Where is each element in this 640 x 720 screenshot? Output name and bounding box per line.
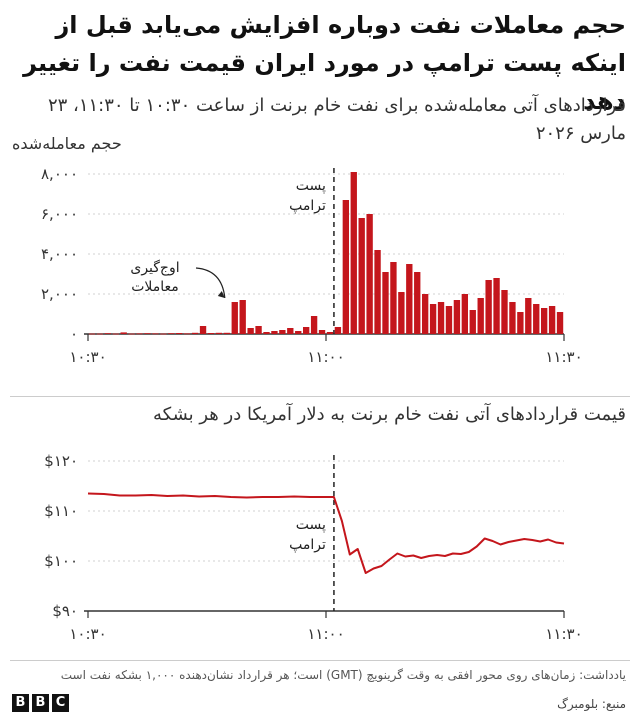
chart1-y-axis-label: حجم معامله‌شده (12, 134, 122, 153)
footer-divider (10, 660, 630, 661)
volume-bar (263, 332, 270, 334)
volume-bar (168, 333, 175, 334)
volume-bar (517, 312, 524, 334)
volume-bar (453, 300, 461, 334)
volume-bar (509, 302, 516, 334)
volume-bar (366, 214, 373, 334)
volume-bar (215, 332, 223, 334)
bbc-logo-letter: B (32, 694, 49, 712)
volume-bar (414, 272, 421, 334)
volume-bar (358, 218, 365, 334)
volume-bar (247, 328, 254, 334)
chart1-event-label: ترامپ (289, 198, 326, 214)
volume-bar (501, 290, 508, 334)
bbc-logo-letter: C (52, 694, 69, 712)
footer-source: منبع: بلومبرگ (557, 697, 626, 711)
chart2-x-tick-label: ۱۱:۰۰ (307, 625, 344, 643)
chart1-y-tick-label: ۲,۰۰۰ (41, 285, 78, 303)
chart1-y-tick-label: ۴,۰۰۰ (41, 245, 78, 263)
volume-bar (271, 331, 278, 334)
volume-bar (239, 300, 246, 334)
volume-bar (445, 306, 453, 334)
chart1-annotation-arrowhead (217, 291, 225, 298)
chart1-x-tick-label: ۱۰:۳۰ (69, 348, 106, 366)
chart2-x-tick-label: ۱۱:۳۰ (545, 625, 582, 643)
chart2-y-tick-label: $۹۰ (52, 602, 78, 620)
volume-bar (548, 306, 556, 334)
chart1-y-tick-label: ۸,۰۰۰ (41, 165, 78, 183)
volume-bar (144, 333, 151, 334)
volume-bar (477, 298, 484, 334)
volume-bar (350, 172, 357, 334)
volume-bar (88, 333, 96, 335)
volume-bar (398, 292, 405, 334)
volume-bar (374, 250, 381, 334)
volume-bar (326, 332, 334, 334)
subtitle: قراردادهای آتی معامله‌شده برای نفت خام ب… (47, 95, 626, 144)
price-line-chart: $۹۰ $۱۰۰ $۱۱۰ $۱۲۰ ۱۰:۳۰ ۱۱:۰۰ ۱۱:۳۰ پست ترامپ (44, 452, 582, 643)
volume-bar (279, 330, 286, 334)
volume-bar (461, 294, 469, 334)
volume-bar (120, 332, 127, 334)
chart1-x-tick-label: ۱۱:۳۰ (545, 348, 582, 366)
chart1-y-tick-label: ۶,۰۰۰ (41, 205, 78, 223)
chart2-y-tick-label: $۱۱۰ (44, 502, 78, 520)
chart1-annotation-label: معاملات (131, 279, 179, 295)
volume-bar (382, 272, 389, 334)
volume-bar (556, 312, 564, 334)
volume-bar (295, 331, 302, 334)
volume-bar (469, 310, 476, 334)
volume-bar (437, 302, 445, 334)
volume-bar (334, 327, 342, 334)
volume-bar (128, 333, 135, 335)
chart2-event-label: پست (296, 517, 326, 533)
volume-bar (421, 294, 429, 334)
bbc-logo-letter: B (12, 694, 29, 712)
volume-bar (183, 333, 191, 335)
volume-bar (223, 332, 231, 334)
volume-bar (302, 327, 310, 334)
volume-bar (342, 200, 350, 334)
volume-bar (406, 264, 413, 334)
volume-bar (525, 298, 532, 334)
volume-bar (318, 330, 326, 334)
volume-bar (96, 333, 104, 335)
volume-bar (429, 304, 437, 334)
chart2-event-label: ترامپ (289, 537, 326, 553)
bbc-logo: B B C (12, 694, 69, 712)
chart2-y-tick-label: $۱۰۰ (44, 552, 78, 570)
chart1-x-tick-label: ۱۱:۰۰ (307, 348, 344, 366)
volume-bar (493, 278, 500, 334)
chart1-y-tick-label: ۰ (70, 325, 78, 343)
section-divider (10, 396, 630, 397)
footer-note: یادداشت: زمان‌های روی محور افقی به وقت گ… (60, 668, 626, 682)
volume-bar (207, 333, 215, 334)
volume-bar (199, 326, 207, 334)
chart2-title: قیمت قراردادهای آتی نفت خام برنت به دلار… (152, 404, 626, 425)
chart1-annotation-arrow (195, 267, 226, 299)
volume-bar (104, 333, 112, 334)
price-series-line (87, 492, 565, 574)
volume-bar (390, 262, 397, 334)
volume-bar (176, 333, 183, 334)
chart2-y-tick-label: $۱۲۰ (44, 452, 78, 470)
chart2-x-tick-label: ۱۰:۳۰ (69, 625, 106, 643)
volume-bar (152, 333, 159, 335)
volume-bar (112, 333, 119, 335)
volume-bar (287, 328, 294, 334)
volume-bar (191, 332, 199, 334)
volume-bar (136, 333, 143, 335)
volume-bar-chart: ۰ ۲,۰۰۰ ۴,۰۰۰ ۶,۰۰۰ ۸,۰۰۰ ۱۰:۳۰ ۱۱:۰۰ ۱۱:۳۰ پست ت… (41, 165, 583, 366)
chart1-event-label: پست (296, 178, 326, 194)
volume-bar (255, 326, 262, 334)
volume-bar (485, 280, 492, 334)
volume-bar (310, 316, 318, 334)
volume-bar (533, 304, 540, 334)
volume-bar (231, 302, 238, 334)
chart1-annotation-label: اوج‌گیری (130, 259, 179, 276)
volume-bar (160, 333, 167, 335)
volume-bar (540, 308, 548, 334)
headline: حجم معاملات نفت دوباره افزایش می‌یابد قب… (23, 11, 626, 115)
